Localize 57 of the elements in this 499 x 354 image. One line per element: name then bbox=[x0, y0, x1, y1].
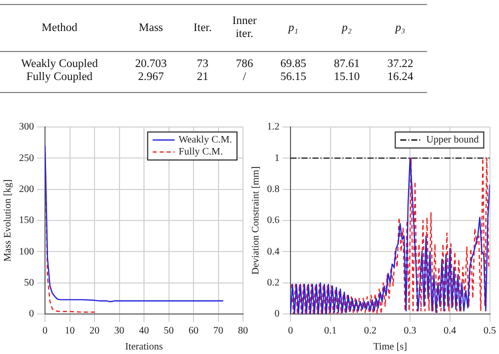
x-tick-label: 0.1 bbox=[324, 326, 337, 337]
y-tick-label: 0 bbox=[29, 308, 34, 320]
y-tick-label: 50 bbox=[24, 277, 34, 288]
y-tick-label: 0 bbox=[274, 308, 280, 320]
x-tick-label: 0 bbox=[288, 326, 293, 337]
text: 87.61 bbox=[332, 57, 361, 71]
legend-label: Upper bound bbox=[426, 134, 479, 146]
y-tick-label: 0.4 bbox=[267, 246, 280, 258]
text: Method bbox=[0, 4, 119, 52]
y-tick-label: 0.8 bbox=[267, 184, 280, 195]
y-tick-label: 0.6 bbox=[267, 215, 280, 226]
text: Weakly Coupled bbox=[20, 57, 99, 71]
text: Inner iter. bbox=[222, 4, 267, 52]
x-tick-label: 30 bbox=[114, 326, 124, 337]
x-tick-label: 40 bbox=[139, 326, 149, 337]
y-axis-title: Deviation Constraint [mm] bbox=[250, 166, 262, 275]
text: p₁ bbox=[266, 4, 320, 52]
text: 16.24 bbox=[386, 71, 414, 85]
y-tick-label: 1.2 bbox=[267, 122, 280, 133]
y-tick-label: 100 bbox=[19, 246, 34, 258]
x-tick-label: 0.4 bbox=[444, 326, 456, 337]
y-tick-label: 150 bbox=[19, 215, 34, 226]
x-tick-label: 0.2 bbox=[364, 326, 376, 337]
y-tick-label: 0.2 bbox=[267, 277, 280, 288]
y-axis-title: Mass Evolution [kg] bbox=[2, 179, 14, 262]
y-tick-label: 250 bbox=[19, 152, 34, 164]
x-tick-label: 0.3 bbox=[404, 326, 416, 337]
text: Iter. bbox=[182, 4, 223, 52]
x-axis-title: Iterations bbox=[125, 342, 163, 353]
text: 56.15 bbox=[279, 71, 308, 85]
x-tick-label: 10 bbox=[64, 326, 75, 337]
text: 37.22 bbox=[386, 57, 414, 71]
text: 786 bbox=[234, 57, 254, 71]
text: 15.10 bbox=[332, 71, 361, 85]
text: / bbox=[242, 71, 248, 85]
legend-label: Weakly C.M. bbox=[178, 134, 232, 146]
x-axis-title: Time [s] bbox=[373, 342, 408, 353]
x-tick-label: 0 bbox=[42, 326, 48, 337]
text: 20.703 bbox=[134, 57, 168, 71]
text: p₂ bbox=[320, 4, 374, 52]
legend-label: Fully C.M. bbox=[178, 146, 223, 158]
x-tick-label: 0.5 bbox=[484, 326, 496, 337]
y-tick-label: 200 bbox=[19, 184, 34, 195]
text: Fully Coupled bbox=[25, 71, 94, 85]
y-tick-label: 300 bbox=[19, 122, 34, 133]
x-tick-label: 60 bbox=[188, 326, 198, 337]
text: 69.85 bbox=[279, 57, 308, 71]
x-tick-label: 70 bbox=[213, 326, 224, 337]
text: Mass bbox=[119, 4, 183, 52]
x-tick-label: 80 bbox=[238, 326, 248, 337]
x-tick-label: 50 bbox=[164, 326, 174, 337]
text: 21 bbox=[196, 71, 210, 85]
y-tick-label: 1 bbox=[274, 152, 280, 164]
text: 2.967 bbox=[136, 71, 165, 85]
text: p₃ bbox=[374, 4, 427, 52]
text: 73 bbox=[196, 57, 210, 71]
x-tick-label: 20 bbox=[90, 326, 100, 337]
